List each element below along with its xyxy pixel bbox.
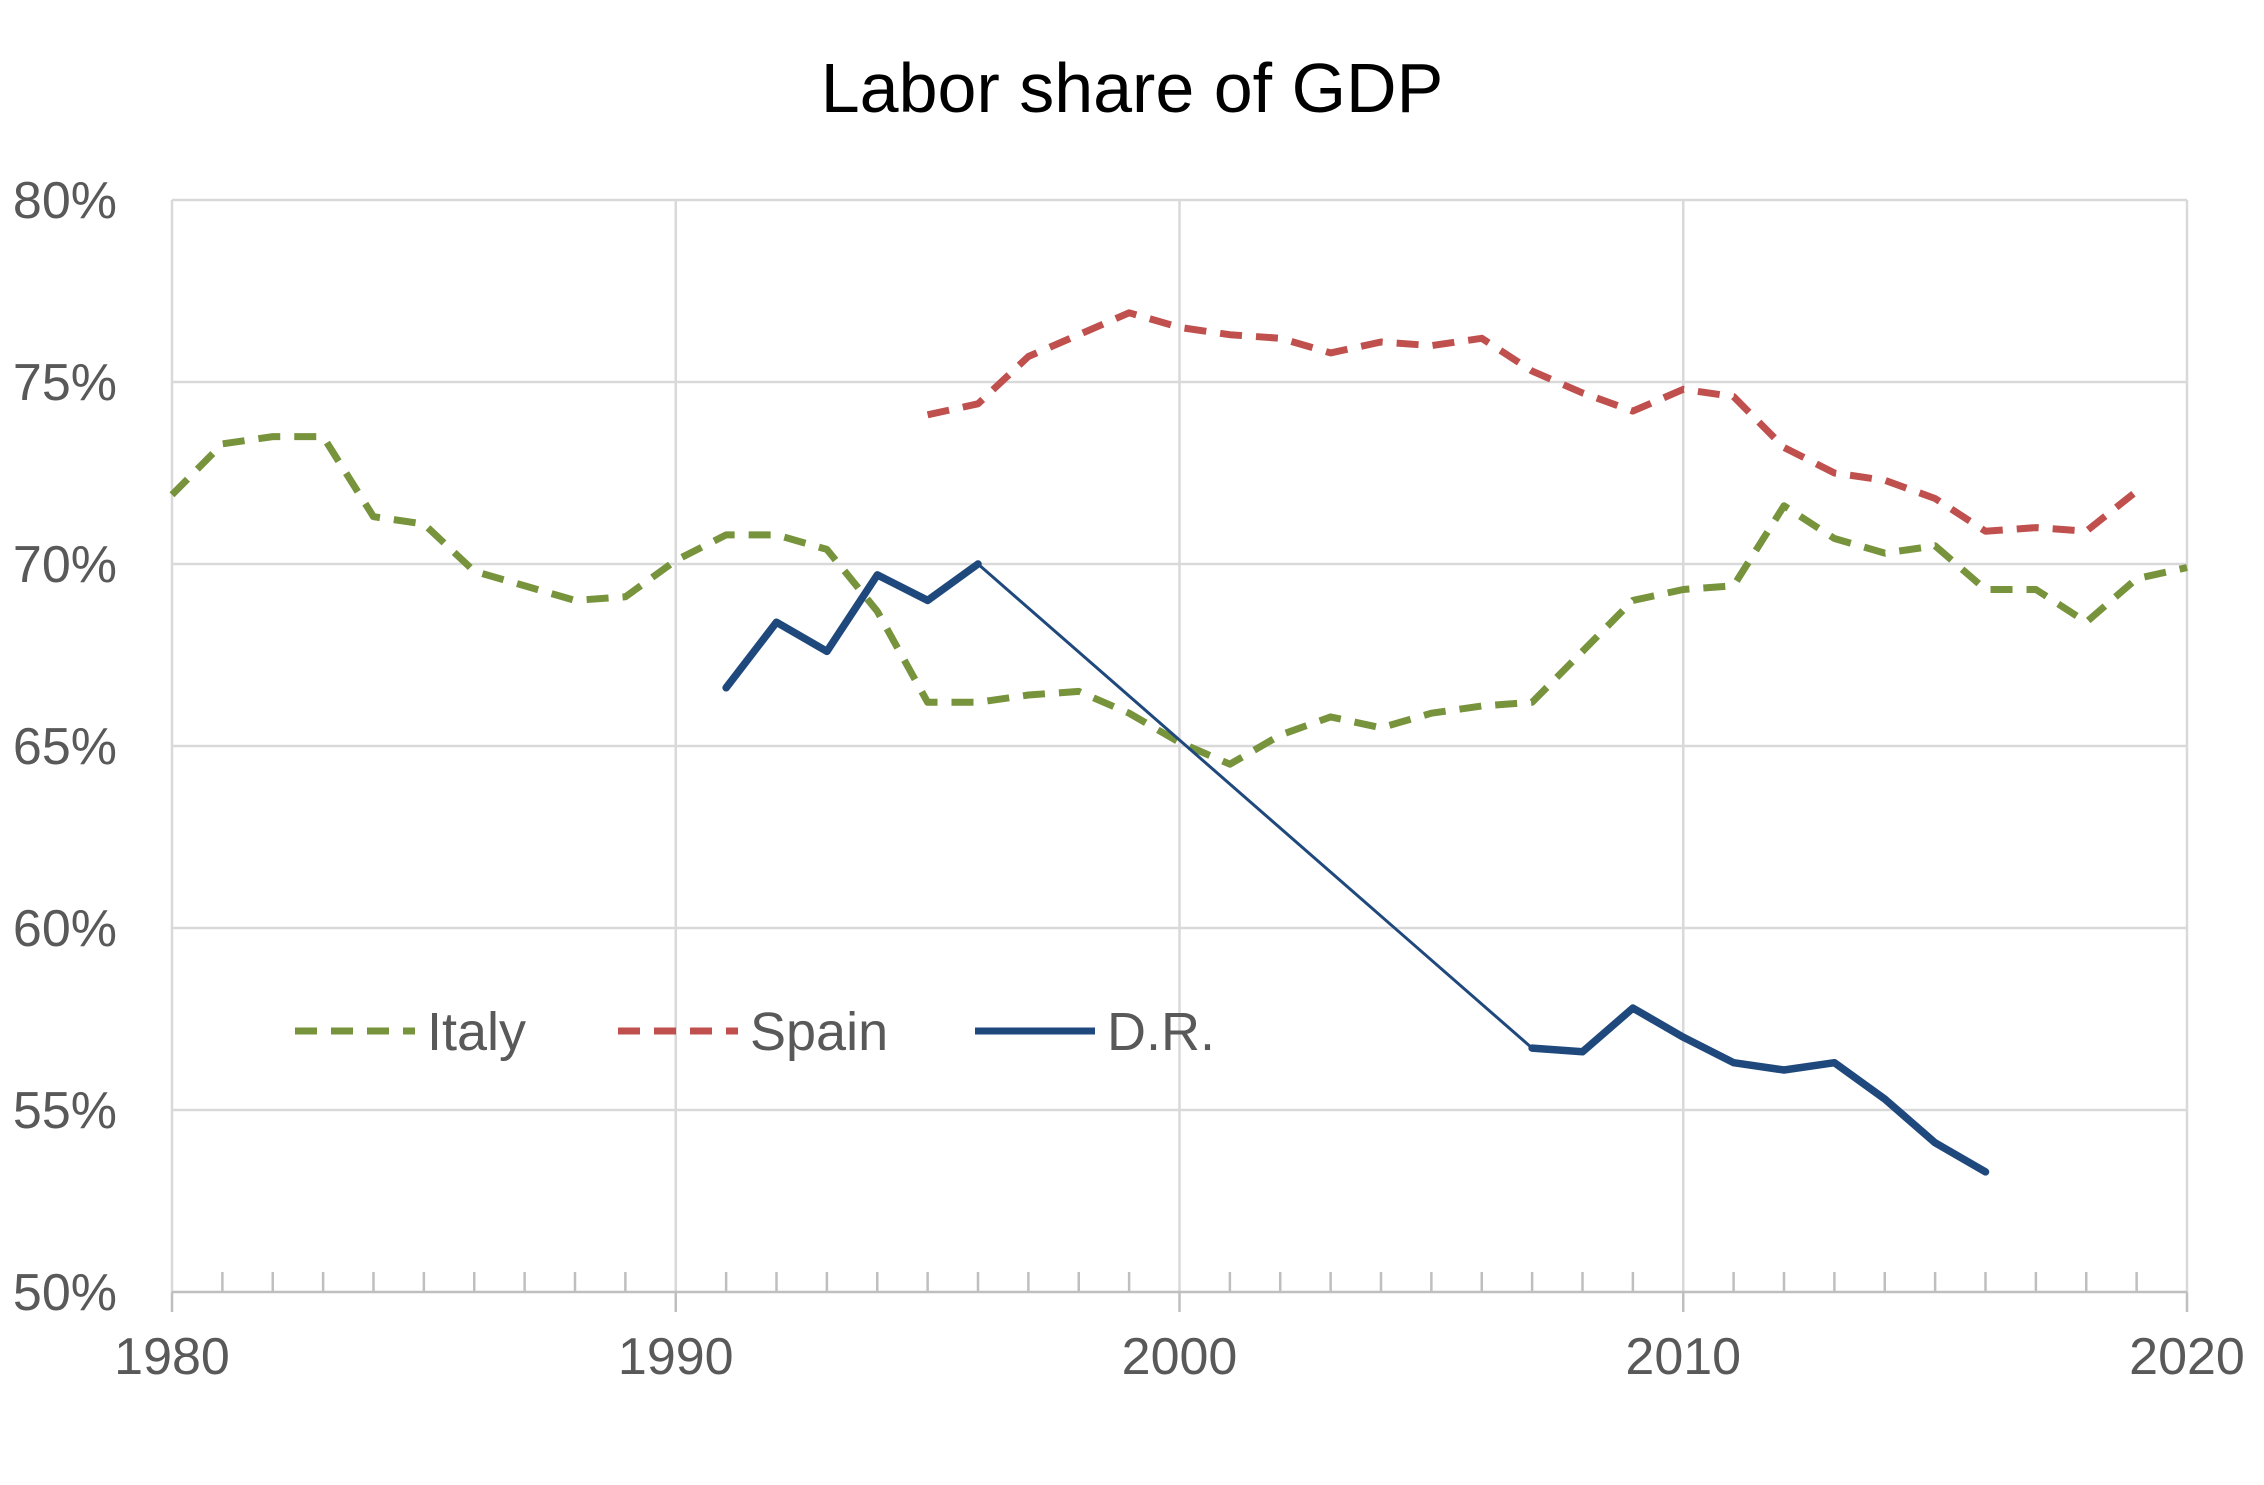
series-line-segment: [976, 562, 1534, 1050]
y-tick-label: 70%: [13, 536, 117, 594]
series-line-segment: [1528, 1004, 1990, 1176]
series-lines: [169, 309, 2188, 1176]
axes: 50% 55% 60% 65% 70% 75% 80% 1980 1990 2000 2010 202…: [13, 172, 2245, 1386]
legend-label: Spain: [750, 1002, 888, 1062]
x-tick-label: 1980: [114, 1328, 230, 1386]
legend-item: Italy: [295, 1002, 526, 1062]
y-tick-label: 55%: [13, 1082, 117, 1140]
series-spain: [926, 309, 2139, 535]
gridlines: [170, 198, 2189, 1292]
y-tick-label: 80%: [13, 172, 117, 230]
chart-title: Labor share of GDP: [821, 49, 1444, 127]
legend-item: Spain: [618, 1002, 888, 1062]
series-line-segment: [722, 560, 982, 692]
series-dr: [722, 560, 1990, 1176]
y-tick-label: 65%: [13, 718, 117, 776]
x-tick-label: 2020: [2129, 1328, 2245, 1386]
x-tick-label: 2000: [1122, 1328, 1238, 1386]
legend-label: Italy: [427, 1002, 526, 1062]
y-tick-label: 75%: [13, 354, 117, 412]
y-tick-label: 60%: [13, 900, 117, 958]
legend-item: D.R.: [975, 1002, 1215, 1062]
legend: Italy Spain D.R.: [295, 1002, 1215, 1062]
series-line: [926, 309, 2139, 535]
legend-label: D.R.: [1107, 1002, 1215, 1062]
x-tick-label: 1990: [618, 1328, 734, 1386]
x-tick-label: 2010: [1625, 1328, 1741, 1386]
y-tick-label: 50%: [13, 1264, 117, 1322]
